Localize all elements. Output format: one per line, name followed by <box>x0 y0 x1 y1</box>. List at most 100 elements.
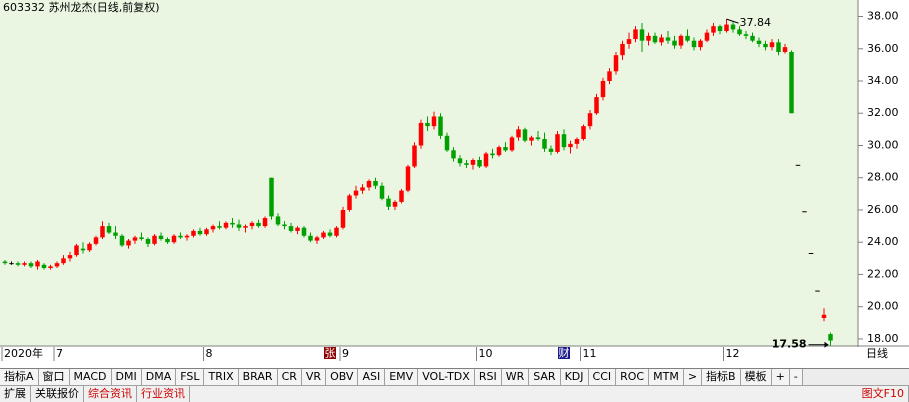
x-tick-label: 8 <box>206 347 213 360</box>
tab[interactable]: CR <box>277 369 302 385</box>
candle-body <box>490 153 495 156</box>
spacer <box>190 386 858 402</box>
candle-body <box>379 185 385 199</box>
tab[interactable]: + <box>771 369 790 385</box>
candle-body <box>353 190 359 196</box>
tab[interactable]: - <box>789 369 803 385</box>
candle-body <box>555 134 560 152</box>
tab[interactable]: CCI <box>588 369 617 385</box>
y-tick-label: 22.00 <box>867 267 899 280</box>
candle-body <box>711 26 716 33</box>
tab[interactable]: FSL <box>176 369 205 385</box>
candle-body <box>587 113 593 127</box>
candle-body <box>724 24 729 32</box>
date-axis-background <box>0 347 909 362</box>
candle-body <box>691 40 697 48</box>
candle-body <box>613 55 619 72</box>
candle-body <box>756 40 762 44</box>
event-marker: 张 <box>325 347 336 360</box>
candle-body <box>327 232 333 236</box>
period-label: 日线 <box>866 346 888 360</box>
tab[interactable]: EMV <box>385 369 419 385</box>
candle-body <box>340 209 346 228</box>
tab[interactable]: OBV <box>326 369 359 385</box>
candle-body <box>399 190 404 202</box>
candle-body <box>386 198 391 207</box>
tab[interactable]: 模板 <box>740 369 772 385</box>
candle-body <box>113 232 118 236</box>
tab[interactable]: BRAR <box>238 369 278 385</box>
candle-body <box>802 211 807 213</box>
tab[interactable]: WR <box>501 369 530 385</box>
candle-body <box>80 248 86 251</box>
candle-body <box>106 226 112 233</box>
candle-body <box>347 195 352 210</box>
candle-body <box>828 334 833 341</box>
candle-body <box>789 51 794 114</box>
tab[interactable]: MTM <box>649 369 684 385</box>
candle-body <box>704 32 710 41</box>
tab[interactable]: 指标B <box>702 369 741 385</box>
candle-body <box>139 237 144 239</box>
x-tick-label: 9 <box>342 347 349 360</box>
tab[interactable]: 扩展 <box>0 386 31 402</box>
low-arrow-head <box>824 341 829 348</box>
tab[interactable]: ROC <box>616 369 650 385</box>
candle-body <box>249 222 255 227</box>
candle-body <box>204 229 209 235</box>
tab[interactable]: 指标A <box>0 369 39 385</box>
tab[interactable]: 行业资讯 <box>137 386 190 402</box>
candle-body <box>444 135 450 151</box>
candle-body <box>230 222 235 225</box>
candle-body <box>191 230 196 236</box>
tab[interactable]: 综合资讯 <box>84 386 137 402</box>
candle-body <box>516 129 521 138</box>
plot-background <box>0 0 858 346</box>
candle-body <box>431 116 437 127</box>
tab[interactable]: DMA <box>141 369 177 385</box>
candle-body <box>93 237 99 244</box>
candle-body <box>35 261 40 267</box>
tab[interactable]: VR <box>301 369 327 385</box>
candle-body <box>15 263 21 265</box>
candle-body <box>776 42 781 52</box>
tab[interactable]: DMI <box>111 369 142 385</box>
candle-body <box>581 126 586 140</box>
candle-body <box>522 129 528 141</box>
candle-body <box>620 43 625 56</box>
indicator-tabs: 指标A 窗口 MACD DMI DMA FSL TRIX BRAR CR VR OBV ASI EMV V… <box>0 368 909 386</box>
tab[interactable]: 关联报价 <box>31 386 84 402</box>
tab[interactable]: 窗口 <box>38 369 70 385</box>
candle-body <box>262 218 268 227</box>
candle-body <box>594 97 599 114</box>
candle-body <box>568 143 573 148</box>
y-tick-label: 34.00 <box>867 74 899 87</box>
tab[interactable]: 图文F10 <box>858 386 909 402</box>
chart-title: 603332 苏州龙杰(日线,前复权) <box>3 0 160 14</box>
candle-body <box>295 227 300 231</box>
candle-body <box>314 237 320 241</box>
tab[interactable]: RSI <box>474 369 502 385</box>
tab[interactable]: SAR <box>529 369 561 385</box>
candle-body <box>321 232 326 238</box>
candle-body <box>730 24 736 30</box>
tab[interactable]: ASI <box>358 369 386 385</box>
tab[interactable]: VOL-TDX <box>418 369 475 385</box>
candle-body <box>678 35 684 46</box>
candle-body <box>152 235 157 244</box>
candle-body <box>217 226 222 228</box>
candle-body <box>100 226 105 238</box>
tab[interactable]: TRIX <box>204 369 239 385</box>
candle-body <box>412 145 417 167</box>
tab[interactable]: > <box>683 369 703 385</box>
candle-body <box>529 137 534 141</box>
y-tick-label: 38.00 <box>867 10 899 23</box>
high-arrow <box>726 18 739 24</box>
x-tick-label: 2020年 <box>4 346 43 360</box>
candle-body <box>282 224 287 227</box>
candle-body <box>119 235 125 246</box>
candle-body <box>405 166 411 191</box>
tab[interactable]: MACD <box>69 369 112 385</box>
tab[interactable]: KDJ <box>560 369 589 385</box>
